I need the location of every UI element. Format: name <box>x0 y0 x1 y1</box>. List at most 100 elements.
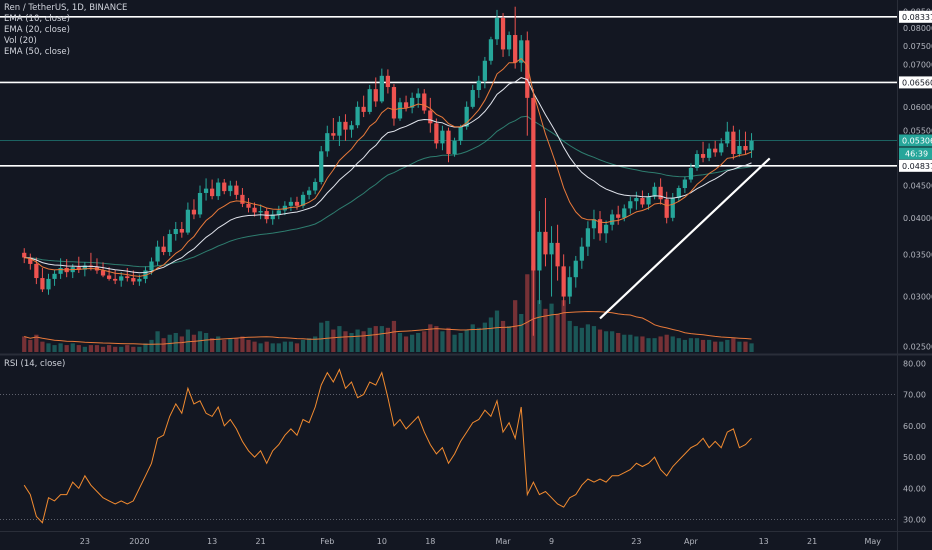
candle-body <box>373 89 378 102</box>
volume-bar <box>616 333 621 352</box>
candle-body <box>688 167 694 180</box>
volume-bar <box>682 339 687 352</box>
volume-bar <box>270 343 275 352</box>
volume-bar <box>725 339 730 352</box>
candle-body <box>325 133 330 152</box>
date-tick-label: 21 <box>807 537 817 546</box>
volume-bar <box>106 345 112 352</box>
candle-body <box>270 214 275 220</box>
date-tick-label: 10 <box>377 537 387 546</box>
candle-body <box>185 209 191 233</box>
volume-bar <box>149 339 154 352</box>
candle-body <box>106 275 112 279</box>
volume-bar <box>397 333 403 352</box>
candle-body <box>22 252 27 258</box>
volume-bar <box>591 326 597 352</box>
candle-body <box>210 188 215 197</box>
volume-bar <box>100 346 106 352</box>
candle-body <box>167 234 172 253</box>
volume-bar <box>749 343 754 352</box>
ema20-line <box>24 77 752 274</box>
candle-body <box>125 276 130 279</box>
legend-ema10[interactable]: EMA (10, close) <box>4 14 70 24</box>
legend-volume[interactable]: Vol (20) <box>4 36 37 46</box>
candle-body <box>561 266 566 297</box>
volume-bar <box>52 345 57 352</box>
date-tick-label: 13 <box>207 537 217 546</box>
volume-bar <box>603 331 609 352</box>
candle-body <box>246 203 251 208</box>
volume-bar <box>143 343 148 352</box>
candle-body <box>719 143 724 153</box>
chart-legend: Ren / TetherUS, 1D, BINANCE EMA (10, clo… <box>4 3 127 58</box>
volume-bar <box>676 338 681 352</box>
volume-bar <box>119 346 124 352</box>
volume-bar <box>155 331 160 352</box>
volume-bar <box>191 334 197 352</box>
volume-bar <box>246 339 251 352</box>
volume-bar <box>179 336 184 352</box>
candle-body <box>100 270 106 276</box>
volume-bar <box>282 341 287 352</box>
volume-bar <box>500 320 506 352</box>
rsi-legend[interactable]: RSI (14, close) <box>4 359 66 369</box>
candle-body <box>555 242 560 267</box>
candle-body <box>731 131 736 155</box>
candle-body <box>306 190 312 195</box>
candle-body <box>706 148 712 158</box>
volume-bar <box>494 310 500 352</box>
candle-body <box>313 181 318 191</box>
candle-body <box>531 97 536 271</box>
volume-bar <box>670 336 675 352</box>
legend-ema50[interactable]: EMA (50, close) <box>4 47 70 57</box>
rsi-tick-label: 40.00 <box>903 484 926 493</box>
symbol-title[interactable]: Ren / TetherUS, 1D, BINANCE <box>4 3 128 13</box>
candle-body <box>664 199 669 218</box>
candle-body <box>82 265 87 270</box>
candle-body <box>34 263 39 279</box>
candle-body <box>397 102 403 119</box>
volume-bar <box>470 324 475 352</box>
candle-body <box>482 60 487 81</box>
date-tick-label: 23 <box>631 537 641 546</box>
volume-bar <box>82 346 87 352</box>
volume-bar <box>294 343 300 352</box>
trendline <box>599 157 771 320</box>
rsi-tick-label: 30.00 <box>903 516 926 525</box>
candle-body <box>203 188 209 193</box>
volume-bar <box>658 336 663 352</box>
candle-body <box>488 39 494 61</box>
candle-body <box>616 214 621 218</box>
date-tick-label: 2020 <box>129 537 149 546</box>
volume-bar <box>210 338 215 352</box>
level-badge: 0.04837 <box>902 162 932 171</box>
candle-body <box>725 131 730 144</box>
candle-body <box>567 277 572 297</box>
candle-body <box>143 270 148 279</box>
volume-bar <box>731 338 736 352</box>
volume-bar <box>131 346 136 352</box>
volume-bar <box>403 336 409 352</box>
candle-body <box>519 40 524 63</box>
candle-body <box>676 188 681 199</box>
candle-body <box>288 201 294 206</box>
candle-body <box>670 198 675 218</box>
legend-ema20[interactable]: EMA (20, close) <box>4 25 70 35</box>
candle-body <box>294 201 300 206</box>
candle-body <box>379 75 384 102</box>
volume-bar <box>88 345 94 352</box>
volume-bar <box>373 326 378 352</box>
candle-body <box>597 219 603 234</box>
candle-body <box>361 106 366 112</box>
volume-bar <box>585 324 591 352</box>
volume-bar <box>125 345 130 352</box>
candle-body <box>52 273 57 279</box>
candle-body <box>222 182 227 192</box>
date-tick-label: 18 <box>425 537 435 546</box>
volume-bar <box>555 314 560 352</box>
